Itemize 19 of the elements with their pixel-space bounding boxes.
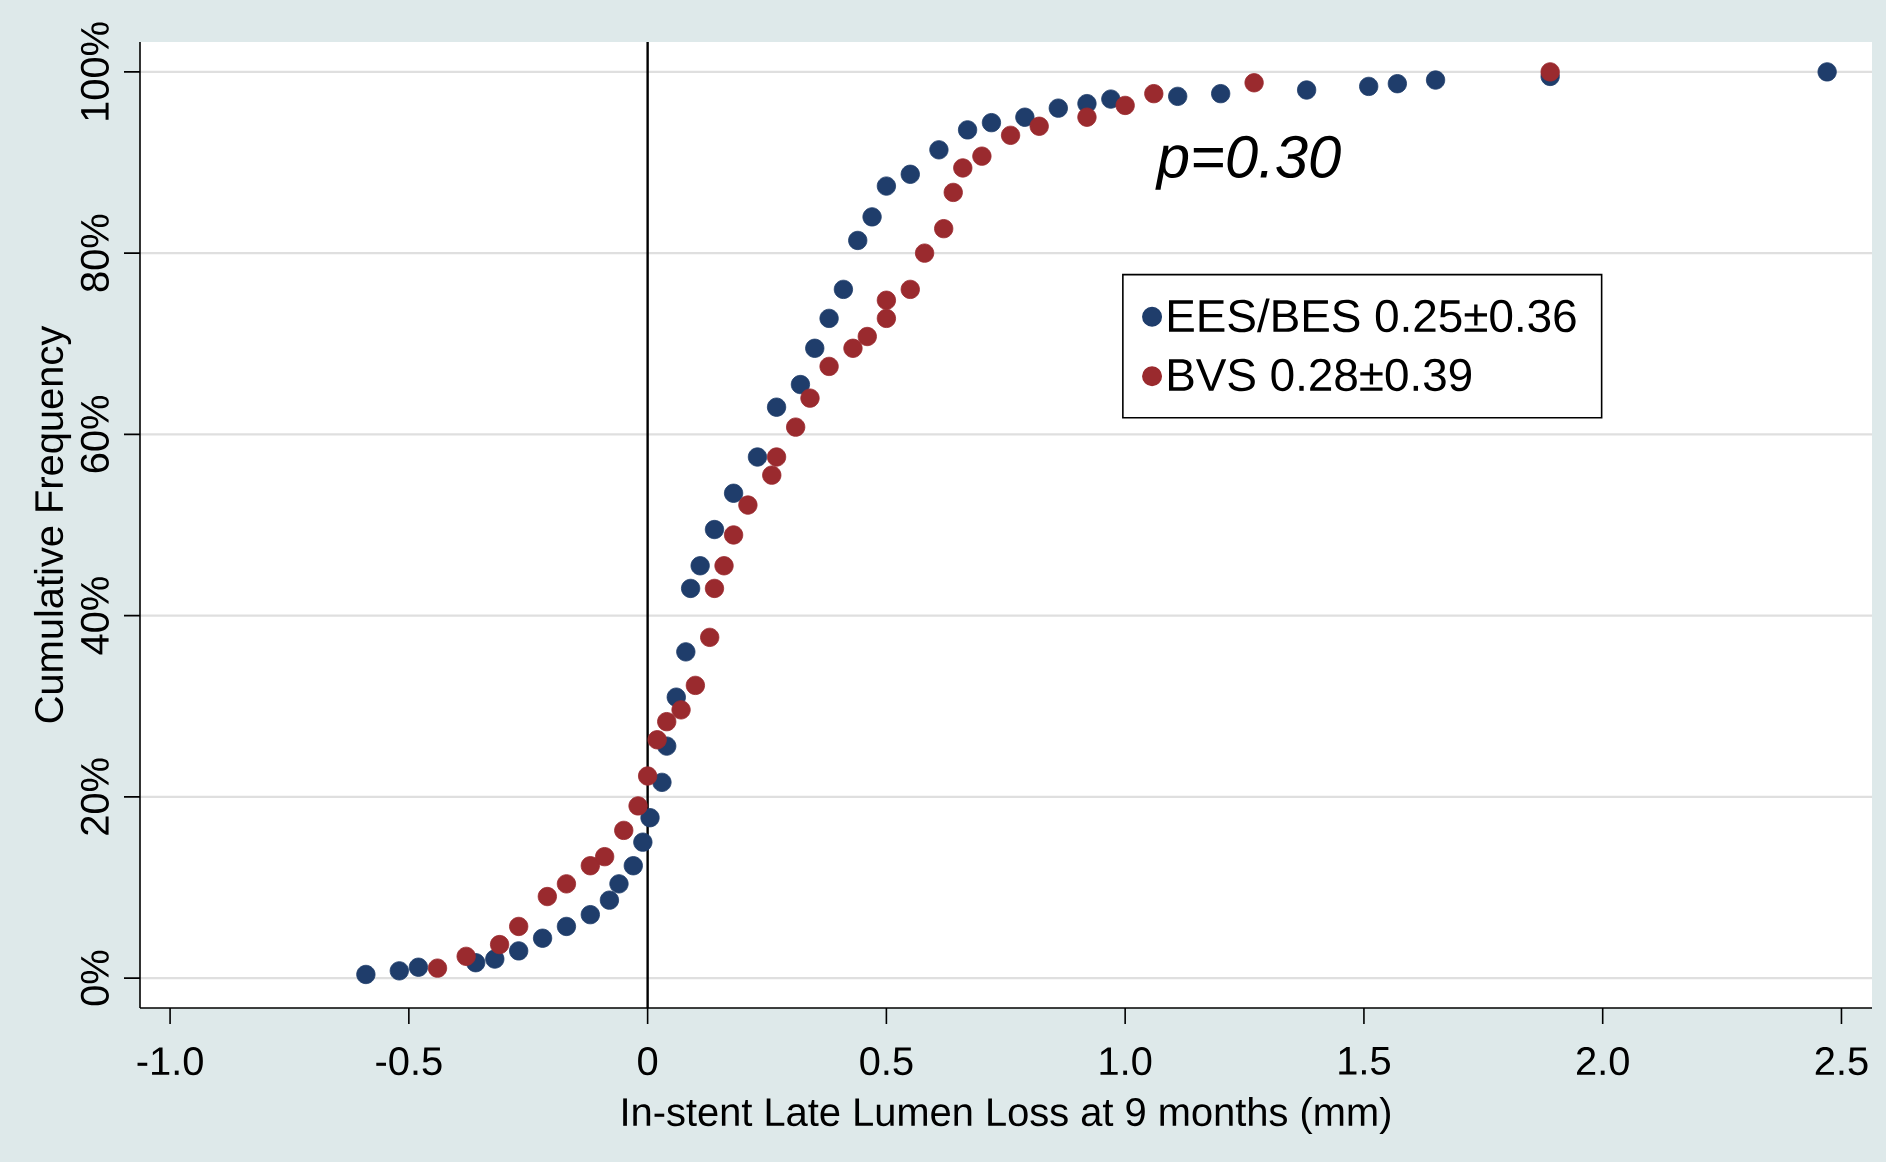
x-tick-label: 1.5 bbox=[1339, 1047, 1390, 1075]
y-tick-label: 40% bbox=[80, 577, 109, 655]
x-tick-label: 1.0 bbox=[1100, 1047, 1152, 1076]
x-tick-label: 2.5 bbox=[1815, 1047, 1868, 1076]
y-tick-label: 60% bbox=[80, 395, 109, 473]
y-tick-label: 20% bbox=[80, 758, 109, 835]
x-tick-label: 2.0 bbox=[1577, 1047, 1629, 1076]
legend-label: BVS 0.28±0.39 bbox=[1168, 358, 1471, 392]
y-tick-label: 0% bbox=[80, 950, 109, 1006]
x-tick-label: -1.0 bbox=[137, 1047, 203, 1076]
x-tick-label: -0.5 bbox=[376, 1047, 442, 1076]
y-tick-label: 100% bbox=[80, 22, 109, 120]
annotation: p=0.30 bbox=[1155, 135, 1341, 190]
x-tick-label: 0.5 bbox=[860, 1047, 913, 1076]
x-axis-title: In-stent Late Lumen Loss at 9 months (mm) bbox=[623, 1096, 1390, 1135]
x-tick-label: 0 bbox=[638, 1047, 658, 1076]
y-axis-title: Cumulative Frequency bbox=[33, 325, 72, 723]
legend-label: EES/BES 0.25±0.36 bbox=[1168, 298, 1576, 333]
y-tick-label: 80% bbox=[80, 214, 109, 292]
